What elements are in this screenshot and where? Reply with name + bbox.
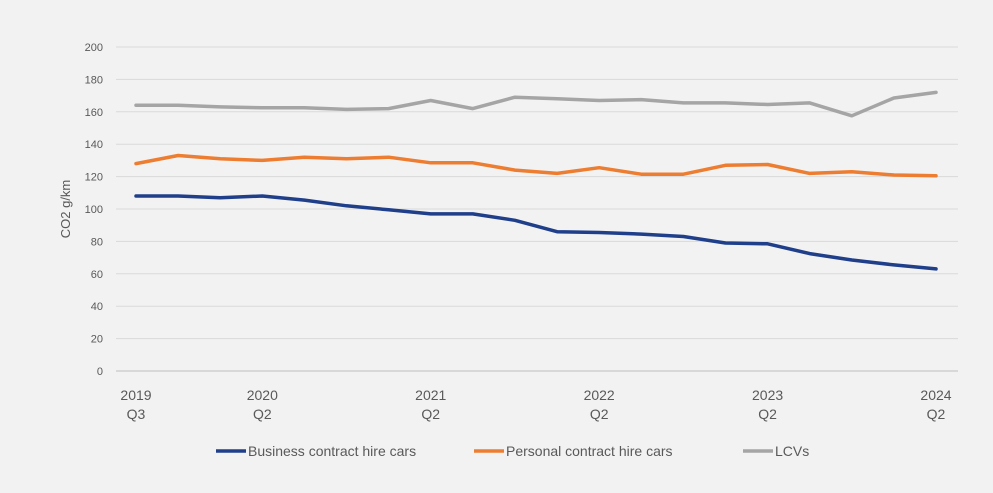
y-axis-ticks: 0 20 40 60 80 100 120 140 160 180 200 (85, 42, 103, 378)
y-tick-label: 20 (91, 334, 103, 346)
x-tick-label-quarter: Q2 (253, 406, 272, 422)
x-tick-label-year: 2021 (415, 387, 446, 403)
x-tick-label-year: 2023 (752, 387, 783, 403)
series-lines (134, 90, 938, 271)
y-tick-label: 0 (97, 366, 103, 378)
legend-label-0: Business contract hire cars (248, 443, 416, 459)
x-tick-label-year: 2019 (120, 387, 151, 403)
legend-label-2: LCVs (775, 443, 809, 459)
series-line-1 (134, 153, 938, 178)
x-tick-label-year: 2022 (584, 387, 615, 403)
gridlines (116, 46, 958, 372)
series-line-2 (134, 90, 938, 118)
y-tick-label: 100 (85, 204, 103, 216)
x-tick-label-year: 2024 (920, 387, 951, 403)
legend: Business contract hire cars Personal cont… (216, 443, 809, 459)
y-tick-label: 40 (91, 301, 103, 313)
x-tick-label-quarter: Q2 (758, 406, 777, 422)
y-tick-label: 60 (91, 269, 103, 281)
series-line-0 (134, 194, 938, 271)
x-tick-label-quarter: Q3 (127, 406, 146, 422)
y-tick-label: 180 (85, 74, 103, 86)
x-tick-label-year: 2020 (247, 387, 278, 403)
y-tick-label: 80 (91, 236, 103, 248)
y-tick-label: 120 (85, 172, 103, 184)
x-axis-ticks: 2019 Q3 2020 Q2 2021 Q2 2022 Q2 2023 Q2 2024 Q2 (120, 387, 951, 422)
y-tick-label: 200 (85, 42, 103, 54)
legend-label-1: Personal contract hire cars (506, 443, 673, 459)
x-tick-label-quarter: Q2 (590, 406, 609, 422)
y-tick-label: 160 (85, 107, 103, 119)
x-tick-label-quarter: Q2 (927, 406, 946, 422)
y-axis-label: CO2 g/km (58, 180, 73, 239)
y-tick-label: 140 (85, 139, 103, 151)
x-tick-label-quarter: Q2 (421, 406, 440, 422)
